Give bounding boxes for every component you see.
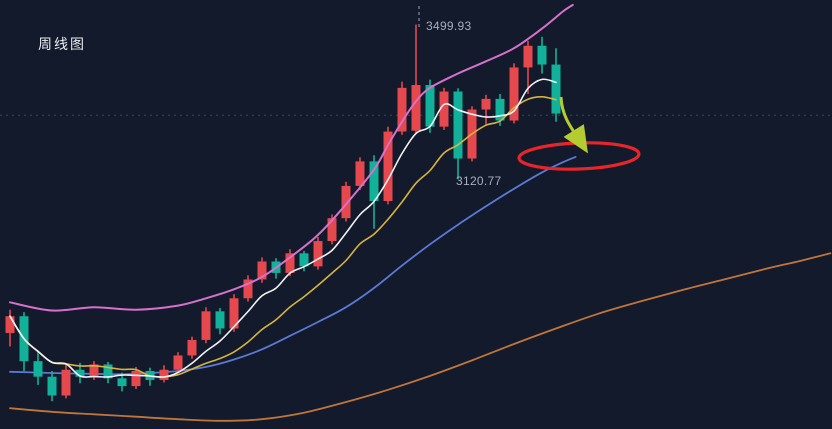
long-term-ma-line [9, 252, 832, 422]
ma-fast-line [9, 78, 557, 378]
chart-title: 周线图 [38, 36, 86, 52]
low-price-label: 3120.77 [456, 174, 502, 188]
down-arrow-annotation [559, 96, 588, 154]
high-price-label: 3499.93 [426, 19, 472, 33]
highlight-ellipse [517, 141, 641, 171]
upper-band-line [9, 3, 574, 312]
ma-slow-line [9, 95, 557, 378]
